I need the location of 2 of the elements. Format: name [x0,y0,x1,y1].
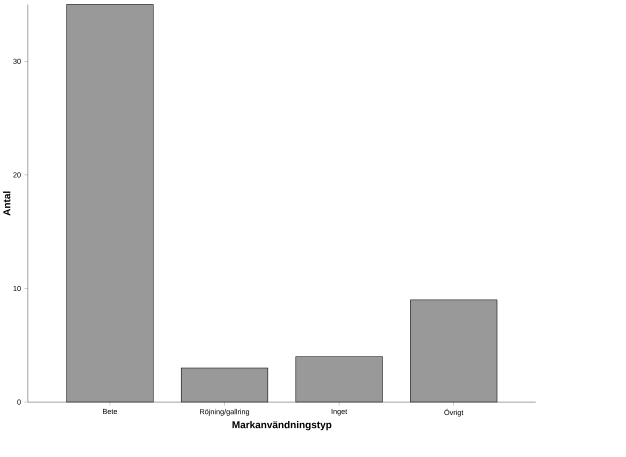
x-axis-title: Markanvändningstyp [232,421,332,430]
y-axis-title: Antal [3,192,10,216]
